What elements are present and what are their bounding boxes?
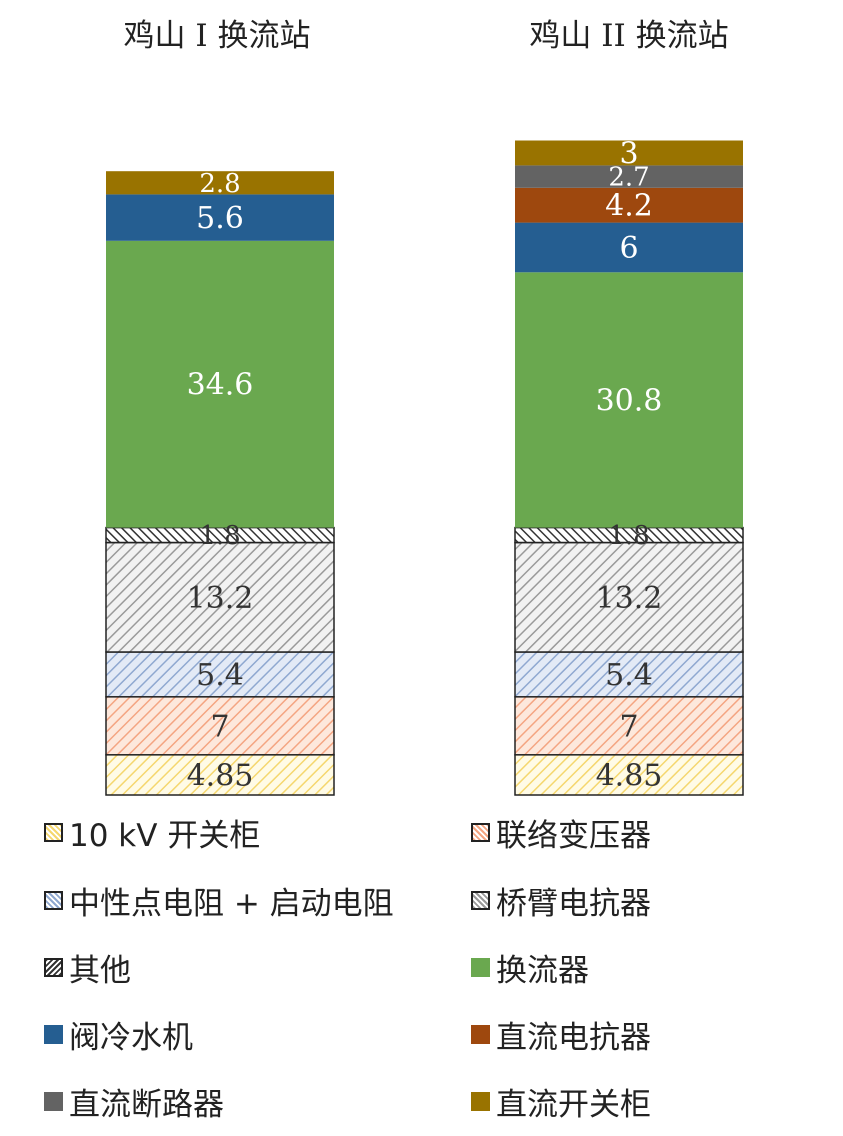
data-label: 6 [619,231,638,266]
data-label: 34.6 [187,368,254,403]
legend-item: 阀冷水机 [44,1014,193,1056]
bar-segment [105,541,335,653]
data-label: 1.8 [199,521,240,551]
data-label: 3 [619,136,638,171]
bar-segment [106,171,334,195]
data-label: 13.2 [596,581,663,616]
legend-item: 其他 [44,947,131,989]
legend-swatch [471,890,490,910]
legend-swatch [44,890,63,910]
legend-label: 换流器 [496,952,589,989]
data-label: 1.8 [608,521,649,551]
legend-label: 中性点电阻 + 启动电阻 [69,885,394,922]
data-label: 4.85 [187,758,254,793]
legend-label: 直流开关柜 [496,1086,651,1123]
bar-segment [514,651,744,698]
bar-segment [106,194,334,241]
data-label: 30.8 [596,384,663,419]
legend-label: 10 kV 开关柜 [69,817,261,854]
data-label: 7 [210,709,229,744]
stacked-bar-chart: 4.85 7 5.4 13.2 1.8 34.6 5.62.8 4.85 7 5.4 13.2 1.8… [105,18,744,796]
legend-swatch [44,1091,63,1111]
bar-segment [105,754,335,796]
data-label: 2.8 [199,169,240,199]
legend-label: 桥臂电抗器 [496,885,651,922]
bar-segment [514,754,744,796]
data-label: 4.85 [596,758,663,793]
legend-swatch [44,957,63,977]
bar-segment [515,165,743,188]
data-label: 7 [619,709,638,744]
legend-item: 直流电抗器 [471,1014,651,1056]
data-label: 5.4 [196,658,244,693]
legend-label: 直流断路器 [69,1086,224,1123]
legend-swatch [471,1024,490,1044]
legend-item: 直流断路器 [44,1081,224,1123]
data-label: 5.4 [605,658,653,693]
legend-item: 桥臂电抗器 [471,880,651,922]
bar-segment [515,140,743,166]
legend-swatch [471,822,490,842]
legend-item: 直流开关柜 [471,1081,651,1123]
data-label: 4.2 [605,189,653,224]
legend-item: 联络变压器 [471,812,651,854]
legend-item: 10 kV 开关柜 [44,812,261,854]
category-title: 鸡山 I 换流站 [124,18,311,54]
legend-item: 换流器 [471,947,589,989]
legend-label: 阀冷水机 [69,1019,193,1056]
legend: 10 kV 开关柜 联络变压器中性点电阻 + 启动电阻 桥臂电抗器其他 换流器阀冷水机… [0,800,843,1136]
legend-swatch [44,1024,63,1044]
data-label: 13.2 [187,581,254,616]
legend-swatch [471,957,490,977]
legend-label: 直流电抗器 [496,1019,651,1056]
data-label: 5.6 [196,201,244,236]
data-label: 2.7 [608,163,649,193]
bar-segment [514,696,744,756]
bar-segment [106,240,334,528]
legend-label: 联络变压器 [496,817,651,854]
category-title: 鸡山 II 换流站 [529,18,728,54]
legend-item: 中性点电阻 + 启动电阻 [44,880,394,922]
legend-swatch [44,822,63,842]
bar-segment [105,696,335,756]
bar-segment [515,222,743,273]
bar-segment [515,272,743,528]
bar-segment [515,187,743,223]
legend-swatch [471,1091,490,1111]
legend-label: 其他 [69,952,131,989]
